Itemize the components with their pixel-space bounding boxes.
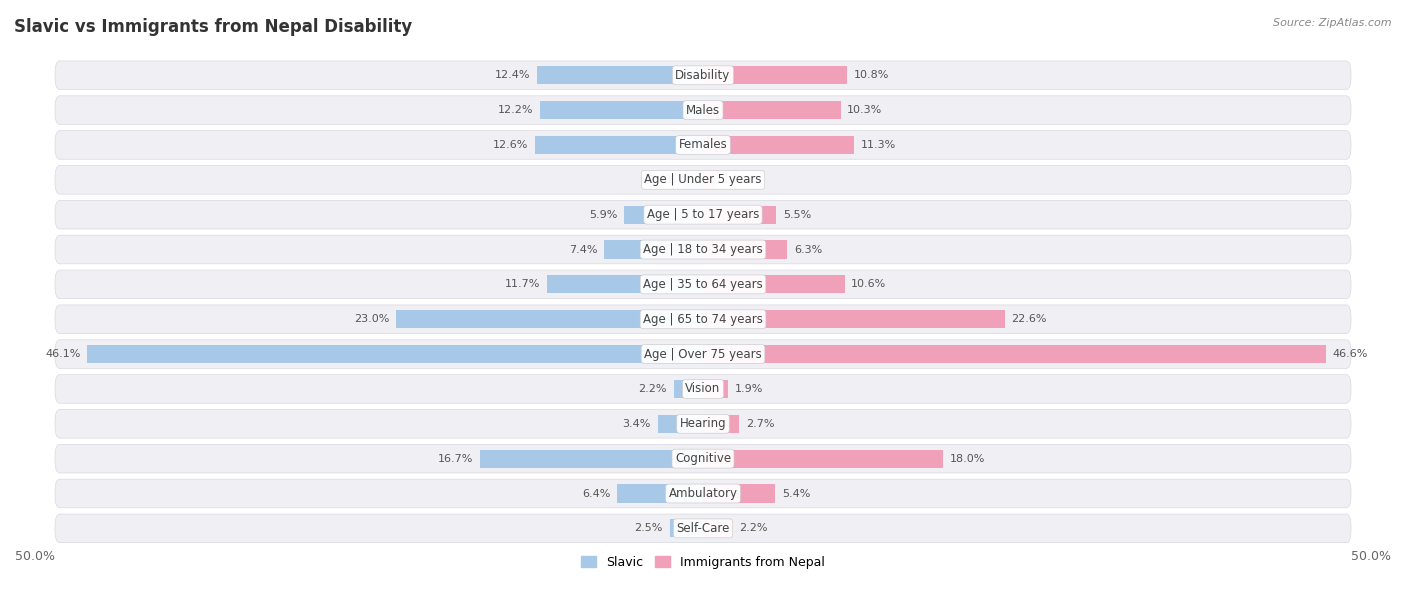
Text: Ambulatory: Ambulatory (668, 487, 738, 500)
Text: Age | Over 75 years: Age | Over 75 years (644, 348, 762, 360)
Text: 3.4%: 3.4% (623, 419, 651, 429)
Text: 2.5%: 2.5% (634, 523, 662, 533)
Text: Males: Males (686, 103, 720, 117)
Text: 6.3%: 6.3% (794, 245, 823, 255)
Text: 2.7%: 2.7% (745, 419, 775, 429)
Text: 16.7%: 16.7% (437, 453, 474, 464)
Text: 46.1%: 46.1% (45, 349, 80, 359)
Text: 46.6%: 46.6% (1333, 349, 1368, 359)
Bar (479, 450, 703, 468)
Bar (703, 415, 740, 433)
FancyBboxPatch shape (55, 61, 1351, 89)
FancyBboxPatch shape (55, 514, 1351, 543)
Bar (605, 241, 703, 259)
Text: Age | 65 to 74 years: Age | 65 to 74 years (643, 313, 763, 326)
Text: Vision: Vision (685, 382, 721, 395)
Bar (537, 66, 703, 84)
Bar (703, 136, 853, 154)
FancyBboxPatch shape (55, 200, 1351, 229)
Text: 5.9%: 5.9% (589, 210, 617, 220)
Bar (703, 520, 733, 537)
Bar (703, 206, 776, 224)
Bar (87, 345, 703, 363)
FancyBboxPatch shape (55, 340, 1351, 368)
Text: Cognitive: Cognitive (675, 452, 731, 465)
Text: 22.6%: 22.6% (1011, 314, 1047, 324)
Text: Age | 18 to 34 years: Age | 18 to 34 years (643, 243, 763, 256)
Text: 1.9%: 1.9% (735, 384, 763, 394)
Text: 23.0%: 23.0% (354, 314, 389, 324)
Bar (685, 171, 703, 189)
Text: 12.6%: 12.6% (492, 140, 529, 150)
Bar (617, 485, 703, 502)
Text: 2.2%: 2.2% (740, 523, 768, 533)
Text: Hearing: Hearing (679, 417, 727, 430)
Text: 7.4%: 7.4% (569, 245, 598, 255)
FancyBboxPatch shape (55, 444, 1351, 473)
FancyBboxPatch shape (55, 305, 1351, 334)
Legend: Slavic, Immigrants from Nepal: Slavic, Immigrants from Nepal (575, 551, 831, 573)
FancyBboxPatch shape (55, 479, 1351, 508)
Bar (673, 380, 703, 398)
Bar (703, 310, 1005, 328)
Text: 10.6%: 10.6% (851, 280, 887, 289)
Text: Source: ZipAtlas.com: Source: ZipAtlas.com (1274, 18, 1392, 28)
Text: Slavic vs Immigrants from Nepal Disability: Slavic vs Immigrants from Nepal Disabili… (14, 18, 412, 36)
Bar (658, 415, 703, 433)
Text: 10.3%: 10.3% (848, 105, 883, 115)
Text: 12.4%: 12.4% (495, 70, 530, 80)
Bar (703, 450, 943, 468)
FancyBboxPatch shape (55, 375, 1351, 403)
Text: 1.4%: 1.4% (650, 175, 678, 185)
Bar (703, 380, 728, 398)
Bar (703, 171, 717, 189)
Text: 2.2%: 2.2% (638, 384, 666, 394)
FancyBboxPatch shape (55, 131, 1351, 159)
Bar (547, 275, 703, 293)
Text: 6.4%: 6.4% (582, 488, 610, 499)
Bar (703, 345, 1326, 363)
FancyBboxPatch shape (55, 235, 1351, 264)
Text: Age | Under 5 years: Age | Under 5 years (644, 173, 762, 186)
Text: Disability: Disability (675, 69, 731, 82)
Bar (540, 101, 703, 119)
Text: 11.3%: 11.3% (860, 140, 896, 150)
Bar (534, 136, 703, 154)
Bar (395, 310, 703, 328)
Bar (703, 241, 787, 259)
FancyBboxPatch shape (55, 270, 1351, 299)
Text: 5.5%: 5.5% (783, 210, 811, 220)
Text: 1.0%: 1.0% (723, 175, 751, 185)
Text: Self-Care: Self-Care (676, 522, 730, 535)
Bar (703, 485, 775, 502)
Text: 12.2%: 12.2% (498, 105, 533, 115)
Bar (703, 275, 845, 293)
Text: 18.0%: 18.0% (950, 453, 986, 464)
Bar (703, 66, 848, 84)
FancyBboxPatch shape (55, 409, 1351, 438)
Bar (703, 101, 841, 119)
Text: Age | 35 to 64 years: Age | 35 to 64 years (643, 278, 763, 291)
Bar (669, 520, 703, 537)
Text: 11.7%: 11.7% (505, 280, 540, 289)
Text: 5.4%: 5.4% (782, 488, 810, 499)
FancyBboxPatch shape (55, 96, 1351, 124)
Text: 10.8%: 10.8% (853, 70, 890, 80)
Text: Females: Females (679, 138, 727, 152)
FancyBboxPatch shape (55, 165, 1351, 194)
Bar (624, 206, 703, 224)
Text: Age | 5 to 17 years: Age | 5 to 17 years (647, 208, 759, 221)
